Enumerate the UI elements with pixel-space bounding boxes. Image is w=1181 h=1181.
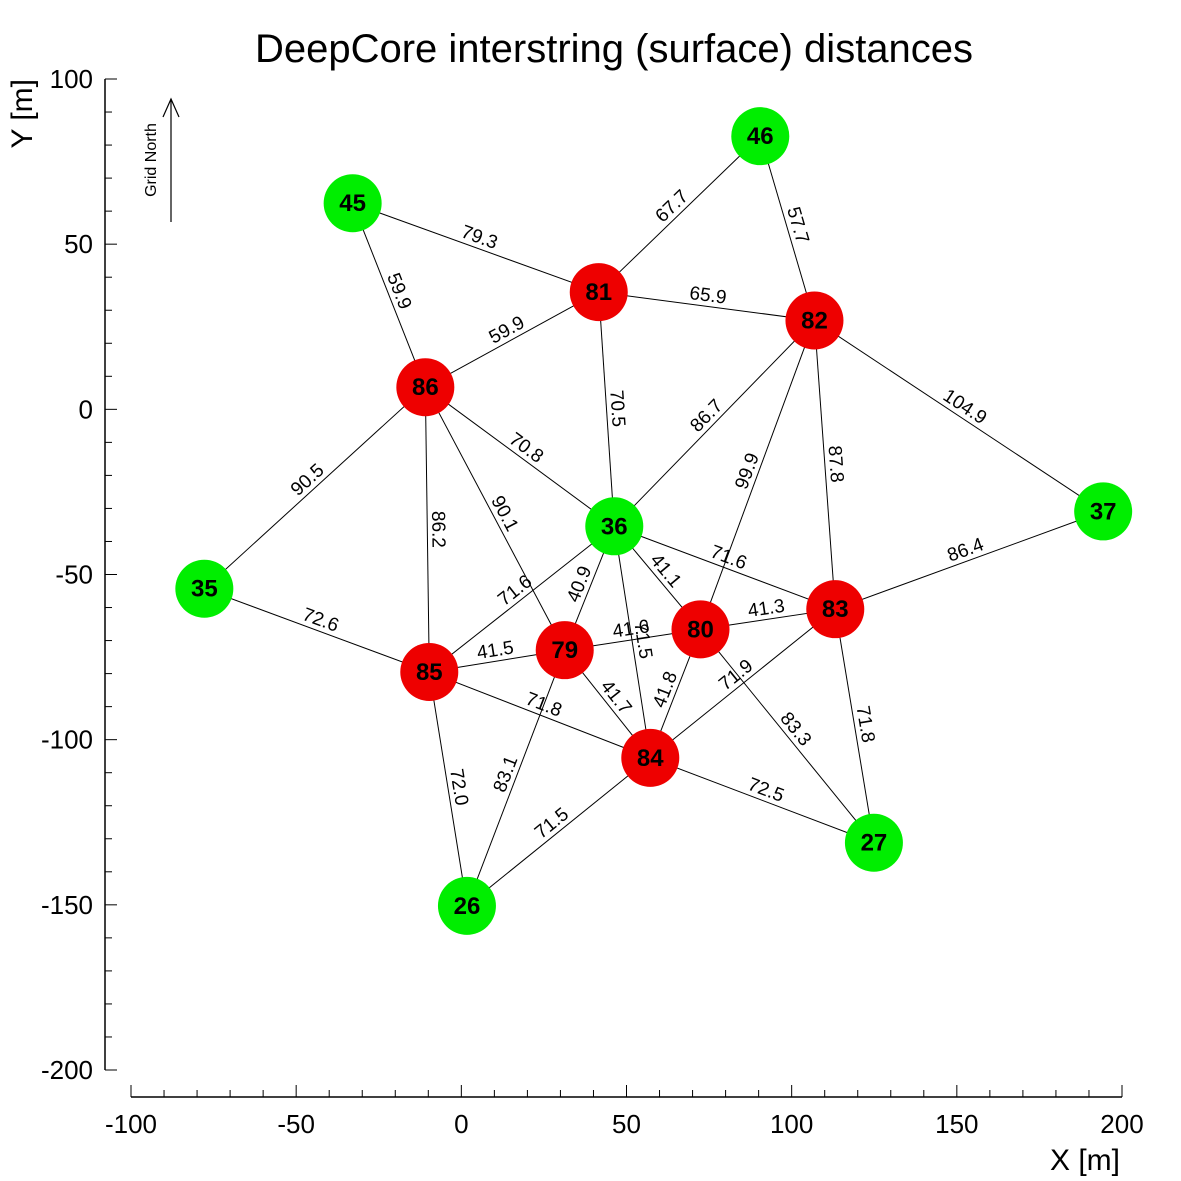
edge-83-84: [649, 608, 836, 759]
axes: [104, 79, 1122, 1098]
edge-82-37: [814, 320, 1104, 512]
string-node-35: [175, 559, 234, 618]
edge-45-81: [352, 202, 599, 293]
edge-45-86: [352, 203, 426, 388]
string-node-27: [844, 813, 903, 872]
string-node-83: [806, 580, 865, 639]
string-node-81: [569, 263, 628, 322]
edge-86-79: [424, 386, 566, 651]
string-node-85: [400, 642, 459, 701]
y-tick-label: -200: [41, 1055, 93, 1085]
edge-85-26: [428, 671, 468, 906]
string-node-82: [785, 291, 844, 350]
edge-83-27: [834, 609, 875, 843]
edge-86-36: [425, 386, 615, 527]
string-label-36: 36: [601, 513, 628, 540]
x-tick-label: 200: [1100, 1109, 1143, 1139]
x-tick-label: 50: [612, 1109, 641, 1139]
x-tick-label: -100: [105, 1109, 157, 1139]
edges: [203, 135, 1104, 907]
y-ticks: 100 50 0 -50 -100 -150 -200: [41, 64, 117, 1085]
edge-82-83: [813, 320, 836, 610]
edge-86-35: [203, 386, 426, 590]
edge-81-82: [598, 291, 815, 321]
edge-label-81-86: 59.9: [486, 312, 529, 348]
edge-36-85: [428, 525, 615, 673]
edge-label-86-35: 90.5: [287, 460, 328, 500]
edge-82-80: [700, 320, 815, 630]
edge-81-36: [598, 292, 615, 527]
y-tick-label: -100: [41, 725, 93, 755]
y-axis-label: Y [m]: [6, 79, 39, 148]
edge-79-26: [466, 649, 566, 907]
grid-north-label: Grid North: [143, 123, 160, 197]
x-ticks: -100 -50 0 50 100 150 200: [105, 1085, 1144, 1139]
edge-81-86: [425, 291, 599, 388]
edge-label-80-83: 41.3: [746, 596, 786, 622]
edge-label-81-36: 70.5: [605, 389, 628, 427]
string-label-79: 79: [551, 637, 578, 664]
y-tick-label: 50: [64, 229, 93, 259]
string-node-26: [437, 876, 496, 935]
edge-label-85-79: 41.5: [475, 637, 515, 664]
edge-label-81-82: 65.9: [688, 283, 727, 309]
string-label-35: 35: [191, 576, 218, 603]
edge-84-26: [466, 757, 651, 907]
edge-label-83-27: 71.8: [852, 704, 879, 744]
y-tick-label: -150: [41, 890, 93, 920]
string-node-46: [731, 107, 790, 166]
y-tick-label: 0: [79, 394, 93, 424]
string-label-37: 37: [1090, 498, 1117, 525]
string-node-45: [323, 174, 382, 233]
string-label-26: 26: [454, 893, 481, 920]
string-node-80: [671, 600, 730, 659]
edge-82-36: [613, 320, 815, 527]
y-tick-label: -50: [55, 560, 93, 590]
string-label-85: 85: [416, 659, 443, 686]
edge-label-82-83: 87.8: [824, 445, 848, 483]
string-label-45: 45: [339, 190, 366, 217]
string-node-79: [535, 621, 594, 680]
string-node-37: [1074, 482, 1133, 541]
string-label-84: 84: [637, 745, 664, 772]
x-tick-label: 150: [935, 1109, 978, 1139]
edge-label-46-82: 57.7: [782, 205, 813, 246]
edge-46-82: [759, 136, 815, 321]
edge-label-82-36: 86.7: [686, 395, 727, 436]
edge-80-27: [700, 629, 875, 844]
x-tick-label: 100: [770, 1109, 813, 1139]
string-label-82: 82: [801, 307, 828, 334]
grid-north-indicator: Grid North: [143, 97, 180, 222]
string-label-27: 27: [861, 830, 888, 857]
edge-label-86-79: 90.1: [486, 492, 522, 535]
string-node-36: [585, 497, 644, 556]
string-label-83: 83: [822, 596, 849, 623]
edge-36-83: [614, 525, 836, 610]
edge-36-84: [613, 526, 651, 758]
chart-title: DeepCore interstring (surface) distances: [255, 27, 973, 71]
edge-label-82-37: 104.9: [939, 385, 990, 429]
string-label-46: 46: [747, 123, 774, 150]
edge-37-83: [835, 510, 1104, 610]
x-tick-label: -50: [277, 1109, 315, 1139]
edge-label-85-26: 72.0: [445, 767, 472, 807]
string-label-86: 86: [412, 374, 439, 401]
edge-label-86-85: 86.2: [427, 511, 449, 548]
north-arrow-head-icon: [162, 97, 180, 118]
string-label-81: 81: [585, 279, 612, 306]
string-node-84: [621, 728, 680, 787]
string-node-86: [396, 358, 455, 417]
string-label-80: 80: [687, 616, 714, 643]
edge-84-27: [650, 757, 875, 844]
nodes: 26 27 35 36 37 45 46 79 80 81 82 83 84 85 86: [175, 107, 1133, 935]
x-axis-label: X [m]: [1050, 1144, 1120, 1177]
x-tick-label: 0: [454, 1109, 468, 1139]
edge-label-46-81: 67.7: [652, 186, 693, 227]
edge-35-85: [204, 588, 430, 673]
edge-86-85: [424, 387, 430, 672]
y-tick-label: 100: [50, 64, 93, 94]
edge-46-81: [598, 135, 761, 293]
